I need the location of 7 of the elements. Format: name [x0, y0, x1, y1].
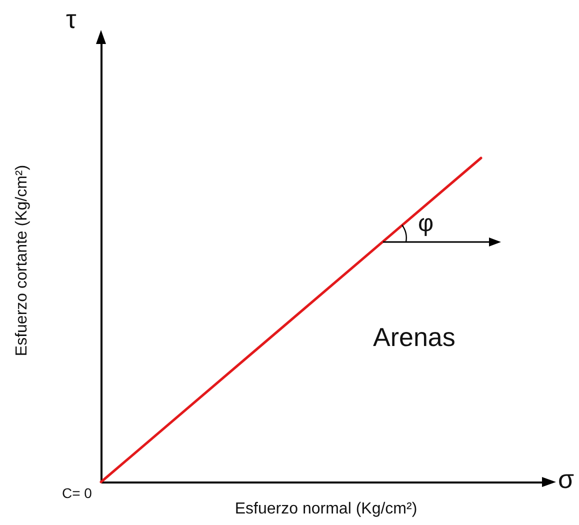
text: C= 0 — [62, 485, 92, 501]
x-axis-title: Esfuerzo normal (Kg/cm²) — [234, 500, 418, 518]
annotation: σ — [558, 464, 574, 494]
annotation: φ — [418, 210, 434, 237]
y-axis-title: Esfuerzo cortante (Kg/cm²) — [14, 164, 30, 356]
annotation: Arenas — [373, 322, 456, 352]
text: τ — [66, 4, 76, 34]
